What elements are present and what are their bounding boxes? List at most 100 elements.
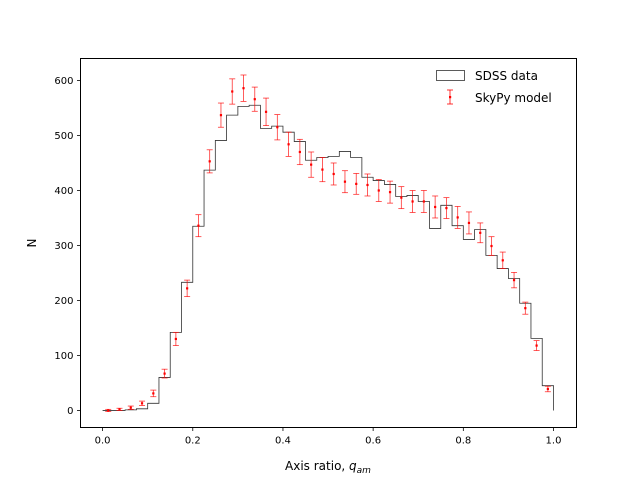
- skypy-point: [512, 279, 516, 282]
- x-tick-label: 0.8: [455, 436, 471, 447]
- y-tick-label: 100: [54, 351, 73, 362]
- plot-frame: [80, 58, 577, 428]
- skypy-point: [129, 406, 132, 409]
- skypy-errorbar-point: [341, 170, 348, 194]
- skypy-errorbar-point: [105, 408, 112, 412]
- skypy-errorbar-point: [409, 190, 416, 213]
- skypy-point: [366, 183, 369, 187]
- skypy-point: [456, 216, 459, 219]
- y-tick-label: 400: [54, 186, 73, 197]
- sdss-histogram-step: [102, 104, 554, 411]
- skypy-errorbar-point: [432, 195, 439, 219]
- skypy-errorbar-point: [511, 272, 518, 289]
- skypy-errorbar-point: [454, 206, 461, 229]
- skypy-point: [163, 372, 166, 375]
- skypy-point: [388, 191, 392, 194]
- skypy-errorbar-point: [263, 97, 270, 126]
- skypy-errorbar-point: [139, 400, 146, 406]
- skypy-point: [467, 221, 471, 225]
- skypy-errorbar-point: [544, 385, 551, 393]
- skypy-point: [118, 408, 121, 411]
- skypy-errorbar-point: [217, 102, 224, 128]
- skypy-point: [174, 337, 177, 341]
- skypy-point: [524, 307, 527, 310]
- skypy-point: [298, 150, 301, 154]
- skypy-errorbar-point: [229, 78, 236, 105]
- skypy-point: [276, 126, 279, 129]
- skypy-point: [377, 189, 380, 192]
- skypy-errorbar-point: [443, 197, 450, 219]
- skypy-errorbar-point: [240, 74, 247, 102]
- skypy-point: [343, 180, 347, 183]
- skypy-point: [140, 402, 144, 405]
- skypy-point: [186, 287, 189, 290]
- x-axis-label: Axis ratio, qam: [285, 459, 371, 476]
- skypy-point: [422, 200, 425, 203]
- skypy-point: [535, 344, 538, 347]
- skypy-errorbar-point: [184, 279, 191, 298]
- skypy-point: [310, 163, 313, 166]
- x-tick-label: 0.6: [365, 436, 381, 447]
- skypy-errorbar-point: [477, 222, 484, 244]
- x-tick-label: 0.4: [275, 436, 291, 447]
- skypy-errorbar-point: [420, 190, 427, 213]
- skypy-errorbar-point: [319, 157, 326, 183]
- skypy-errorbar-point: [353, 173, 360, 195]
- y-tick-label: 300: [54, 241, 73, 252]
- y-tick-label: 200: [54, 296, 73, 307]
- legend-label-sdss: SDSS data: [475, 69, 538, 83]
- y-tick-label: 0: [67, 406, 73, 417]
- skypy-errorbar-point: [398, 186, 405, 210]
- y-tick-label: 500: [54, 131, 73, 142]
- skypy-errorbar-point: [206, 149, 213, 174]
- skypy-point: [208, 160, 211, 163]
- skypy-errorbar-point: [285, 131, 292, 157]
- y-tick-label: 600: [54, 76, 73, 87]
- legend-label-skypy: SkyPy model: [475, 91, 552, 105]
- legend-swatch-sdss: [436, 70, 465, 81]
- skypy-point: [107, 409, 110, 412]
- skypy-point: [445, 206, 448, 210]
- skypy-point: [231, 90, 234, 93]
- skypy-point: [242, 87, 245, 90]
- skypy-point: [355, 182, 358, 185]
- skypy-point: [264, 110, 268, 113]
- skypy-errorbar-point: [251, 86, 258, 112]
- skypy-point: [197, 224, 200, 227]
- skypy-point: [434, 205, 437, 209]
- skypy-point: [501, 259, 504, 262]
- legend-swatch-skypy-point: [449, 96, 452, 99]
- skypy-point: [287, 143, 290, 146]
- skypy-errorbar-point: [274, 114, 281, 141]
- skypy-errorbar-point: [522, 301, 529, 315]
- skypy-errorbar-point: [533, 340, 540, 351]
- y-axis-label: N: [25, 239, 39, 248]
- skypy-errorbar-point: [375, 179, 382, 202]
- x-tick-label: 0.2: [185, 436, 201, 447]
- skypy-point: [152, 392, 155, 395]
- skypy-errorbar-point: [296, 138, 303, 166]
- skypy-errorbar-point: [465, 211, 472, 235]
- skypy-point: [546, 387, 549, 391]
- skypy-point: [490, 244, 493, 248]
- skypy-errorbar-point: [161, 368, 168, 379]
- skypy-errorbar-point: [387, 180, 394, 204]
- skypy-point: [321, 168, 324, 171]
- skypy-errorbar-point: [308, 151, 315, 178]
- skypy-errorbar-point: [364, 173, 371, 197]
- skypy-errorbar-point: [150, 389, 157, 398]
- skypy-errorbar-point: [116, 407, 123, 411]
- skypy-errorbar-point: [488, 236, 495, 256]
- skypy-point: [219, 114, 223, 117]
- skypy-point: [400, 196, 403, 199]
- legend: SDSS data SkyPy model: [436, 69, 552, 105]
- skypy-point: [411, 200, 414, 203]
- skypy-errorbar-point: [499, 251, 506, 269]
- x-tick-label: 1.0: [546, 436, 562, 447]
- skypy-errorbar-point: [127, 405, 134, 410]
- skypy-errorbar-point: [172, 331, 179, 346]
- skypy-errorbar-point: [195, 214, 202, 238]
- skypy-point: [479, 231, 482, 234]
- x-tick-label: 0.0: [95, 436, 111, 447]
